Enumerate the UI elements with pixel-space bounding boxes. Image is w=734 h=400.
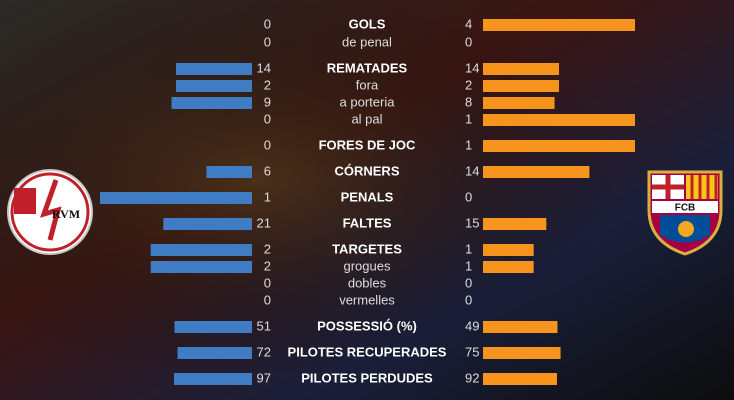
stat-label: fora <box>356 77 379 92</box>
home-value: 0 <box>264 16 271 31</box>
stat-label: PENALS <box>341 189 394 204</box>
home-bar <box>163 218 252 230</box>
stat-label: dobles <box>348 275 387 290</box>
away-bar <box>483 321 558 333</box>
home-value: 1 <box>264 189 271 204</box>
away-value: 49 <box>465 318 479 333</box>
stat-label: REMATADES <box>327 60 408 75</box>
stat-label: grogues <box>344 258 391 273</box>
home-bar <box>100 192 252 204</box>
home-logo-text: RVM <box>52 207 80 221</box>
home-logo: RVM <box>7 169 93 255</box>
stat-label: de penal <box>342 34 392 49</box>
stat-label: vermelles <box>339 292 395 307</box>
home-value: 21 <box>257 215 271 230</box>
stat-label: FORES DE JOC <box>319 137 416 152</box>
away-bar <box>483 63 559 75</box>
away-bar <box>483 80 559 92</box>
stat-label: TARGETES <box>332 241 402 256</box>
stat-label: PILOTES RECUPERADES <box>288 344 447 359</box>
home-bar <box>171 97 252 109</box>
home-value: 0 <box>264 111 271 126</box>
stat-label: a porteria <box>340 94 396 109</box>
home-bar <box>174 321 252 333</box>
away-value: 0 <box>465 34 472 49</box>
home-value: 0 <box>264 275 271 290</box>
away-value: 2 <box>465 77 472 92</box>
away-value: 0 <box>465 275 472 290</box>
away-value: 4 <box>465 16 472 31</box>
home-value: 97 <box>257 370 271 385</box>
away-logo: FCB <box>647 170 723 256</box>
away-value: 1 <box>465 111 472 126</box>
away-value: 75 <box>465 344 479 359</box>
home-value: 0 <box>264 137 271 152</box>
away-value: 0 <box>465 189 472 204</box>
home-bar <box>176 80 252 92</box>
home-value: 2 <box>264 77 271 92</box>
away-bar <box>483 19 635 31</box>
away-bar <box>483 140 635 152</box>
stat-label: PILOTES PERDUDES <box>301 370 433 385</box>
stat-label: POSSESSIÓ (%) <box>317 318 417 333</box>
away-bar <box>483 373 557 385</box>
stat-label: CÓRNERS <box>334 163 399 178</box>
away-logo-text: FCB <box>675 203 696 214</box>
away-bar <box>483 166 590 178</box>
home-value: 14 <box>257 60 271 75</box>
home-bar <box>150 261 252 273</box>
away-value: 92 <box>465 370 479 385</box>
home-value: 0 <box>264 292 271 307</box>
home-value: 6 <box>264 163 271 178</box>
home-bar <box>206 166 252 178</box>
home-value: 9 <box>264 94 271 109</box>
stat-label: GOLS <box>349 16 386 31</box>
away-value: 1 <box>465 258 472 273</box>
away-bar <box>483 97 555 109</box>
home-value: 72 <box>257 344 271 359</box>
home-value: 0 <box>264 34 271 49</box>
away-bar <box>483 244 534 256</box>
stat-label: FALTES <box>343 215 392 230</box>
away-value: 0 <box>465 292 472 307</box>
home-bar <box>150 244 252 256</box>
stat-label: al pal <box>351 111 382 126</box>
away-bar <box>483 218 547 230</box>
away-value: 1 <box>465 137 472 152</box>
away-bar <box>483 261 534 273</box>
away-bar <box>483 114 635 126</box>
home-value: 2 <box>264 241 271 256</box>
away-value: 1 <box>465 241 472 256</box>
home-bar <box>176 63 252 75</box>
away-value: 8 <box>465 94 472 109</box>
home-bar <box>177 347 252 359</box>
home-bar <box>173 373 252 385</box>
home-value: 51 <box>257 318 271 333</box>
away-bar <box>483 347 561 359</box>
home-value: 2 <box>264 258 271 273</box>
away-value: 14 <box>465 60 479 75</box>
away-value: 14 <box>465 163 479 178</box>
away-value: 15 <box>465 215 479 230</box>
